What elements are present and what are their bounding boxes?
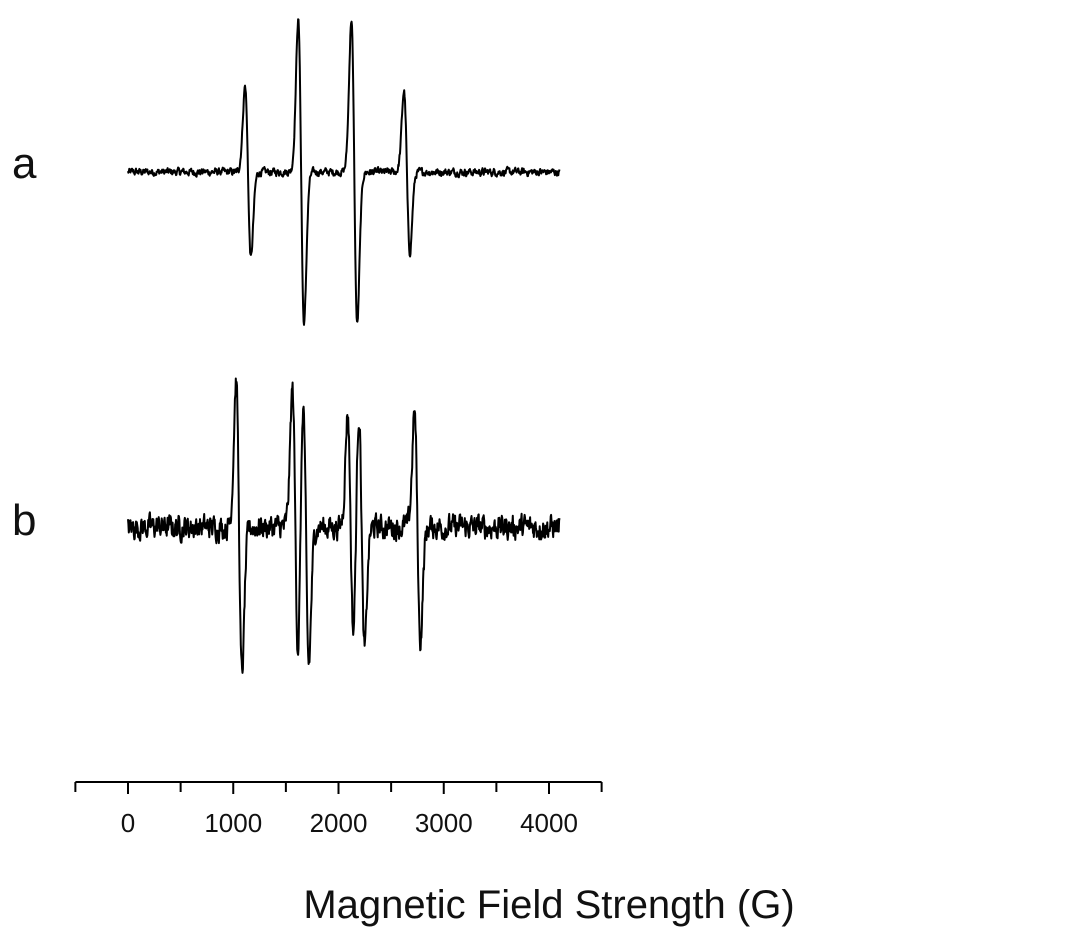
x-axis-title: Magnetic Field Strength (G)	[303, 883, 794, 927]
x-tick-label: 0	[121, 808, 135, 838]
x-tick-label: 4000	[520, 808, 578, 838]
spectrum-trace-a	[127, 18, 561, 326]
x-axis: 0 1000 2000 3000 4000	[74, 781, 603, 838]
trace-group	[127, 18, 561, 674]
spectrum-trace-b	[127, 377, 561, 674]
x-tick-label: 2000	[310, 808, 368, 838]
x-tick-label: 3000	[415, 808, 473, 838]
x-tick-label: 1000	[204, 808, 262, 838]
series-label-b: b	[12, 496, 36, 545]
series-label-a: a	[12, 139, 37, 188]
